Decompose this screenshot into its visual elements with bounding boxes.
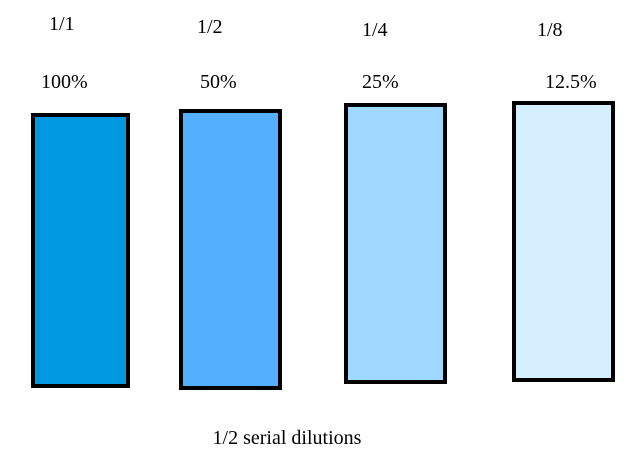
dilution-tube-2 (179, 109, 282, 390)
dilution-tube-3 (344, 103, 447, 384)
percent-label-2: 50% (200, 71, 237, 93)
percent-label-3: 25% (362, 71, 399, 93)
percent-label-4: 12.5% (545, 71, 597, 93)
fraction-label-1: 1/1 (49, 13, 75, 35)
fraction-label-2: 1/2 (197, 16, 223, 38)
fraction-label-4: 1/8 (537, 19, 563, 41)
diagram-caption: 1/2 serial dilutions (212, 427, 362, 449)
percent-label-1: 100% (41, 71, 88, 93)
dilution-tube-1 (31, 113, 130, 388)
fraction-label-3: 1/4 (362, 19, 388, 41)
dilution-tube-4 (512, 101, 615, 382)
